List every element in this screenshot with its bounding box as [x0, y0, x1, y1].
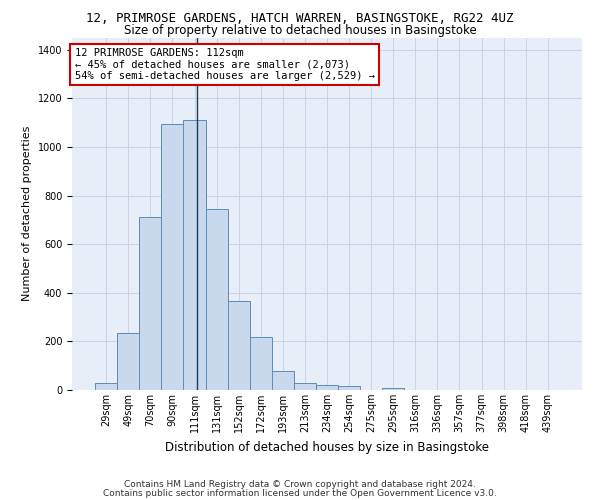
Text: Contains HM Land Registry data © Crown copyright and database right 2024.: Contains HM Land Registry data © Crown c… [124, 480, 476, 489]
Bar [272, 370, 294, 390]
Text: 12 PRIMROSE GARDENS: 112sqm
← 45% of detached houses are smaller (2,073)
54% of : 12 PRIMROSE GARDENS: 112sqm ← 45% of det… [74, 48, 374, 82]
Bar [117, 333, 139, 390]
Text: Contains public sector information licensed under the Open Government Licence v3: Contains public sector information licen… [103, 488, 497, 498]
Bar [139, 218, 161, 390]
Text: 12, PRIMROSE GARDENS, HATCH WARREN, BASINGSTOKE, RG22 4UZ: 12, PRIMROSE GARDENS, HATCH WARREN, BASI… [86, 12, 514, 26]
Bar [294, 382, 316, 390]
Bar [184, 120, 206, 390]
Y-axis label: Number of detached properties: Number of detached properties [22, 126, 32, 302]
Bar [95, 382, 117, 390]
Text: Size of property relative to detached houses in Basingstoke: Size of property relative to detached ho… [124, 24, 476, 37]
Bar [206, 209, 227, 390]
X-axis label: Distribution of detached houses by size in Basingstoke: Distribution of detached houses by size … [165, 440, 489, 454]
Bar [382, 388, 404, 390]
Bar [161, 124, 184, 390]
Bar [338, 386, 360, 390]
Bar [316, 385, 338, 390]
Bar [250, 336, 272, 390]
Bar [227, 302, 250, 390]
